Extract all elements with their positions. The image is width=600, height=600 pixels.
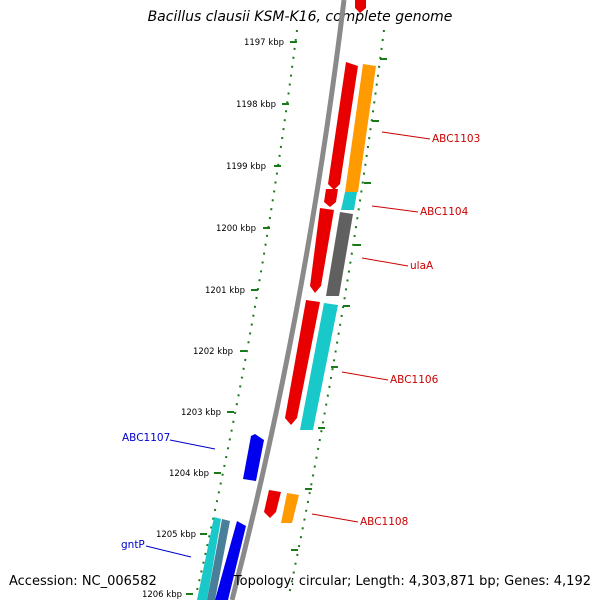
genome-backbone <box>229 0 347 600</box>
gene-arrow <box>300 303 338 430</box>
scale-label: 1197 kbp <box>244 38 284 48</box>
connector-line <box>381 131 431 140</box>
gene-arrow <box>345 64 376 192</box>
scale-label: 1204 kbp <box>169 469 209 479</box>
scale-label: 1198 kbp <box>236 100 276 110</box>
scale-label: 1199 kbp <box>226 162 266 172</box>
connector-line <box>371 205 419 213</box>
gene-arrow <box>243 434 264 481</box>
connector-line <box>361 257 409 267</box>
connector-line <box>169 439 216 450</box>
scale-label: 1203 kbp <box>181 408 221 418</box>
gene-arrow <box>328 62 358 190</box>
gene-arrow <box>281 493 299 523</box>
gene-label-gntp: gntP <box>121 539 145 551</box>
scale-label: 1202 kbp <box>193 347 233 357</box>
accession-text: Accession: NC_006582 <box>9 574 157 589</box>
gene-arrow <box>215 521 246 600</box>
gene-arrow <box>355 0 366 13</box>
gene-arrow <box>310 208 334 293</box>
map-title: Bacillus clausii KSM-K16, complete genom… <box>147 9 453 25</box>
forward-genes <box>264 0 376 523</box>
gene-arrow <box>324 189 338 207</box>
connector-line <box>341 371 389 381</box>
gene-arrow <box>285 300 320 425</box>
reverse-genes <box>197 434 264 600</box>
gene-arrow <box>326 212 353 296</box>
gene-arrow <box>197 517 221 600</box>
connector-line <box>145 545 192 558</box>
scale-label: 1206 kbp <box>142 590 182 600</box>
scale-label: 1205 kbp <box>156 530 196 540</box>
gene-arrow <box>264 490 281 518</box>
inner-dotted-rail <box>195 29 298 596</box>
scale-ticks <box>186 41 387 595</box>
gene-arrow <box>341 192 357 210</box>
label-connectors <box>145 131 431 558</box>
gene-label-ulaa: ulaA <box>410 260 434 272</box>
connector-line <box>311 513 359 523</box>
gene-label-abc1106: ABC1106 <box>390 374 439 386</box>
gene-arrow <box>207 519 230 600</box>
gene-label-abc1103: ABC1103 <box>432 133 480 145</box>
topology-text: Topology: circular; Length: 4,303,871 bp… <box>233 574 591 589</box>
gene-labels: ABC1103 ABC1104 ulaA ABC1106 ABC1107 ABC… <box>121 133 480 551</box>
scale-label: 1200 kbp <box>216 224 256 234</box>
scale-label: 1201 kbp <box>205 286 245 296</box>
gene-label-abc1107: ABC1107 <box>122 432 170 444</box>
gene-label-abc1108: ABC1108 <box>360 516 408 528</box>
scale-labels: 1197 kbp 1198 kbp 1199 kbp 1200 kbp 1201… <box>142 38 284 600</box>
gene-label-abc1104: ABC1104 <box>420 206 469 218</box>
